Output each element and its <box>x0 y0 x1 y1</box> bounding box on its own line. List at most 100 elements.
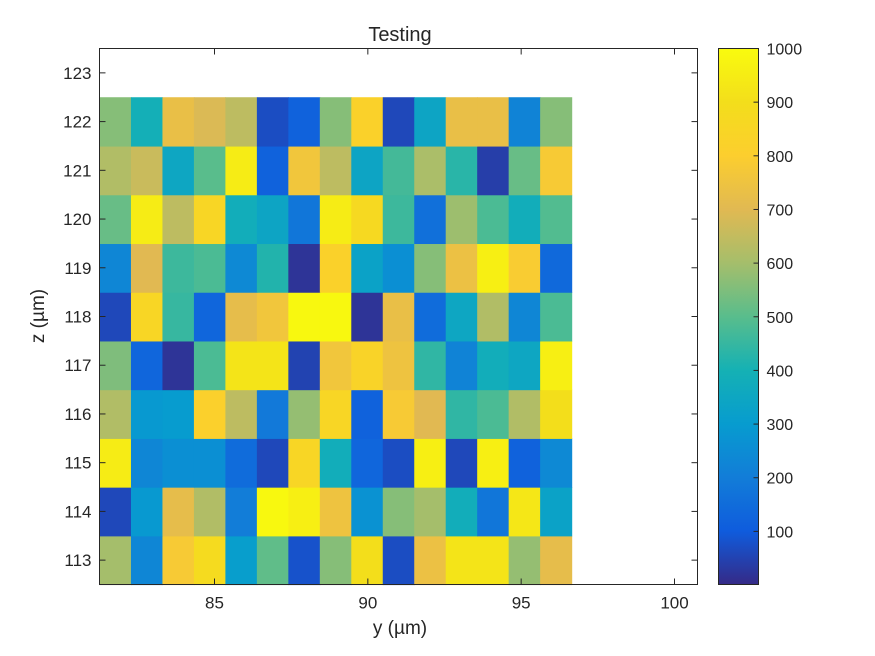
heatmap-cell <box>162 438 195 488</box>
heatmap-cell <box>477 243 510 293</box>
heatmap-cell <box>130 292 164 342</box>
colorbar-tick-label: 300 <box>767 417 794 434</box>
y-tick-label: 116 <box>64 405 91 424</box>
heatmap-cell <box>351 145 384 196</box>
heatmap-cell <box>540 340 573 391</box>
heatmap-cell <box>256 292 289 342</box>
colorbar-tick-label: 200 <box>767 471 794 488</box>
heatmap-cell <box>382 487 415 537</box>
heatmap-cell <box>382 243 415 293</box>
heatmap-cell <box>319 389 352 439</box>
x-tick-label: 85 <box>205 594 224 613</box>
heatmap-cell <box>288 194 321 245</box>
heatmap-cell <box>508 487 541 537</box>
heatmap-cell <box>225 292 258 342</box>
heatmap-cell <box>414 535 447 586</box>
heatmap-cell <box>382 340 415 391</box>
heatmap-cell <box>382 145 415 196</box>
heatmap-cell <box>256 438 289 488</box>
heatmap-cell <box>414 97 447 147</box>
heatmap-cell <box>319 243 352 293</box>
heatmap-cell <box>382 97 415 147</box>
heatmap-cell <box>540 487 573 537</box>
heatmap-cell <box>351 389 384 439</box>
heatmap-cell <box>256 340 289 391</box>
heatmap-cell <box>225 194 258 245</box>
heatmap-cell <box>130 389 164 439</box>
y-tick-label: 122 <box>63 113 91 132</box>
heatmap-cell <box>193 389 226 439</box>
heatmap-cell <box>130 340 164 391</box>
heatmap-cell <box>162 97 195 147</box>
heatmap-cell <box>414 389 447 439</box>
heatmap-cell <box>288 145 321 196</box>
colorbar-tick-label: 400 <box>767 363 794 380</box>
heatmap-cell <box>414 292 447 342</box>
heatmap-cell <box>193 97 226 147</box>
y-axis: 113 114 115 116 117 118 119 120 121 122 123 <box>63 64 698 570</box>
heatmap-cell <box>319 292 352 342</box>
heatmap-cell <box>540 389 573 439</box>
y-tick-label: 123 <box>63 64 91 83</box>
heatmap-cell <box>508 292 541 342</box>
heatmap-cell <box>351 243 384 293</box>
y-tick-label: 115 <box>64 454 91 473</box>
heatmap-cell <box>477 292 510 342</box>
heatmap-cell <box>508 243 541 293</box>
x-tick-label: 100 <box>660 594 688 613</box>
heatmap-cell <box>256 535 289 586</box>
heatmap-cell <box>477 389 510 439</box>
heatmap-cell <box>225 389 258 439</box>
heatmap-cell <box>162 292 195 342</box>
heatmap-cell <box>508 97 541 147</box>
heatmap-cell <box>414 340 447 391</box>
heatmap-cell <box>382 292 415 342</box>
heatmap-cell <box>445 487 478 537</box>
heatmap-cell <box>414 145 447 196</box>
heatmap-cell <box>288 487 321 537</box>
heatmap-cell <box>193 487 226 537</box>
heatmap-cell <box>162 194 195 245</box>
heatmap-cell <box>256 145 289 196</box>
heatmap-cell <box>225 487 258 537</box>
heatmap-cell <box>319 145 352 196</box>
heatmap-cell <box>193 194 226 245</box>
heatmap-cell <box>225 438 258 488</box>
heatmap-cell <box>193 535 226 586</box>
heatmap-cell <box>130 97 164 147</box>
heatmap-cell <box>162 389 195 439</box>
heatmap-cell <box>540 438 573 488</box>
colorbar-tick-label: 700 <box>767 202 794 219</box>
heatmap-cell <box>162 243 195 293</box>
heatmap-cell <box>288 340 321 391</box>
heatmap-cell <box>477 487 510 537</box>
heatmap-cell <box>351 438 384 488</box>
heatmap-cell <box>540 97 573 147</box>
x-axis: 85 90 95 100 <box>205 48 689 613</box>
heatmap-cell <box>382 194 415 245</box>
heatmap-cell <box>445 438 478 488</box>
heatmap-cell <box>319 194 352 245</box>
heatmap-cell <box>477 145 510 196</box>
y-tick-label: 114 <box>64 502 91 521</box>
colorbar: 100 200 300 400 500 600 700 800 900 1000 <box>718 42 802 585</box>
heatmap-cell <box>319 340 352 391</box>
heatmap-cell <box>445 389 478 439</box>
heatmap-cell <box>414 438 447 488</box>
heatmap-cell <box>382 438 415 488</box>
colorbar-tick-label: 500 <box>767 310 794 327</box>
heatmap-cell <box>288 535 321 586</box>
heatmap-cell <box>445 340 478 391</box>
heatmap-cell <box>508 340 541 391</box>
heatmap-cell <box>351 535 384 586</box>
heatmap-cell <box>288 438 321 488</box>
heatmap-cell <box>319 438 352 488</box>
heatmap-cell <box>225 535 258 586</box>
y-tick-label: 117 <box>64 356 91 375</box>
heatmap-cells <box>99 97 573 586</box>
heatmap-cell <box>288 292 321 342</box>
heatmap-cell <box>256 97 289 147</box>
y-axis-label: z (µm) <box>28 289 49 343</box>
colorbar-tick-label: 100 <box>767 524 794 541</box>
